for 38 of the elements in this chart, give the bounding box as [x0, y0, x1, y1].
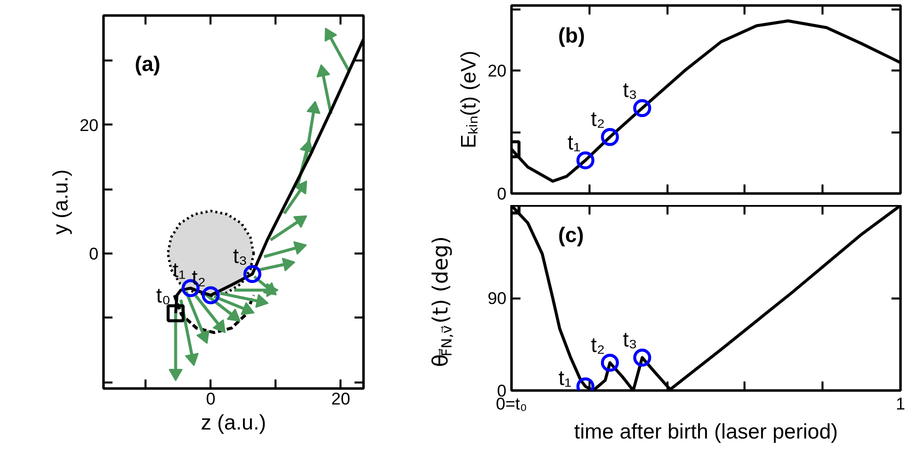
annotation: t₁ — [567, 131, 580, 154]
annotation: (b) — [558, 24, 586, 48]
x-tick-label: 20 — [331, 390, 350, 408]
annotation: t₂ — [590, 108, 605, 131]
point — [282, 258, 296, 272]
y-tick-label: 20 — [488, 62, 507, 81]
point — [226, 308, 241, 322]
annotation: t₂ — [192, 266, 206, 290]
x-tick-label: 0 — [206, 390, 216, 408]
point — [293, 241, 307, 255]
annotation: (a) — [134, 52, 160, 76]
annotation: t₃ — [232, 245, 248, 268]
point — [306, 100, 320, 114]
y-tick-label: 0 — [497, 184, 507, 204]
point — [212, 319, 226, 334]
x-axis-title: z (a.u.) — [200, 412, 266, 434]
annotation: t₁ — [172, 259, 186, 282]
annotation: t₂ — [590, 334, 605, 357]
annotation: (c) — [558, 224, 584, 247]
point — [255, 294, 269, 308]
point — [576, 151, 594, 170]
x-tick-label: 1 — [896, 394, 906, 414]
annotation: t₀ — [156, 284, 171, 308]
point — [196, 330, 210, 344]
y-axis-title: Eₖᵢₙ(t) (eV) — [458, 50, 481, 148]
x-axis-title: time after birth (laser period) — [574, 420, 838, 444]
point — [184, 352, 199, 366]
y-axis-title: y (a.u.) — [50, 169, 73, 235]
y-tick-label: 90 — [488, 289, 507, 308]
point — [316, 64, 330, 78]
annotation: t₃ — [622, 79, 638, 102]
annotation: t₃ — [622, 328, 638, 352]
annotation: t₁ — [558, 366, 572, 390]
point — [600, 128, 619, 146]
point — [324, 28, 338, 42]
point — [166, 304, 185, 322]
y-axis-title: θF⃗N,v⃗(t) (deg) — [428, 236, 456, 367]
point — [240, 302, 255, 316]
